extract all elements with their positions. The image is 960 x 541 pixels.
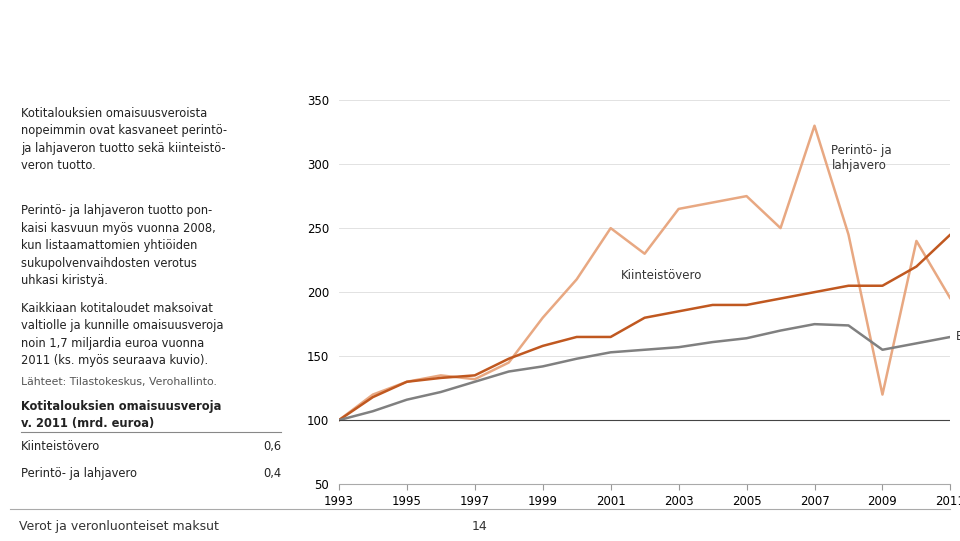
Text: Kiinteistövero: Kiinteistövero [21, 440, 101, 453]
Text: 14: 14 [472, 520, 488, 533]
Text: Perintö- ja lahjavero: Perintö- ja lahjavero [21, 467, 137, 480]
Text: 0,6: 0,6 [263, 440, 281, 453]
Text: Kiinteistövero: Kiinteistövero [621, 269, 702, 282]
Text: Kaikkiaan kotitaloudet maksoivat
valtiolle ja kunnille omaisuusveroja
noin 1,7 m: Kaikkiaan kotitaloudet maksoivat valtiol… [21, 302, 224, 367]
Text: Kotitalouksien omaisuusveroja
v. 2011 (mrd. euroa): Kotitalouksien omaisuusveroja v. 2011 (m… [21, 400, 222, 430]
Text: Kotitalouksien kiinteistöveron sekä perintö- ja lahjaveron kehitys: Kotitalouksien kiinteistöveron sekä peri… [323, 27, 886, 42]
Text: Kotitalouksien omaisuusveroista
nopeimmin ovat kasvaneet perintö-
ja lahjaveron : Kotitalouksien omaisuusveroista nopeimmi… [21, 107, 228, 173]
Text: 1993–2011 (indeksi, 1993=100): 1993–2011 (indeksi, 1993=100) [323, 62, 592, 76]
Text: 0,4: 0,4 [263, 467, 281, 480]
Text: Lähteet: Tilastokeskus, Verohallinto.: Lähteet: Tilastokeskus, Verohallinto. [21, 377, 217, 387]
Text: Perintö- ja lahjaveron tuotto pon-
kaisi kasvuun myös vuonna 2008,
kun listaamat: Perintö- ja lahjaveron tuotto pon- kaisi… [21, 204, 216, 287]
Text: Verot ja veronluonteiset maksut: Verot ja veronluonteiset maksut [19, 520, 219, 533]
Text: BKT: BKT [955, 331, 960, 344]
Text: Perintö- ja
lahjavero: Perintö- ja lahjavero [831, 143, 892, 171]
